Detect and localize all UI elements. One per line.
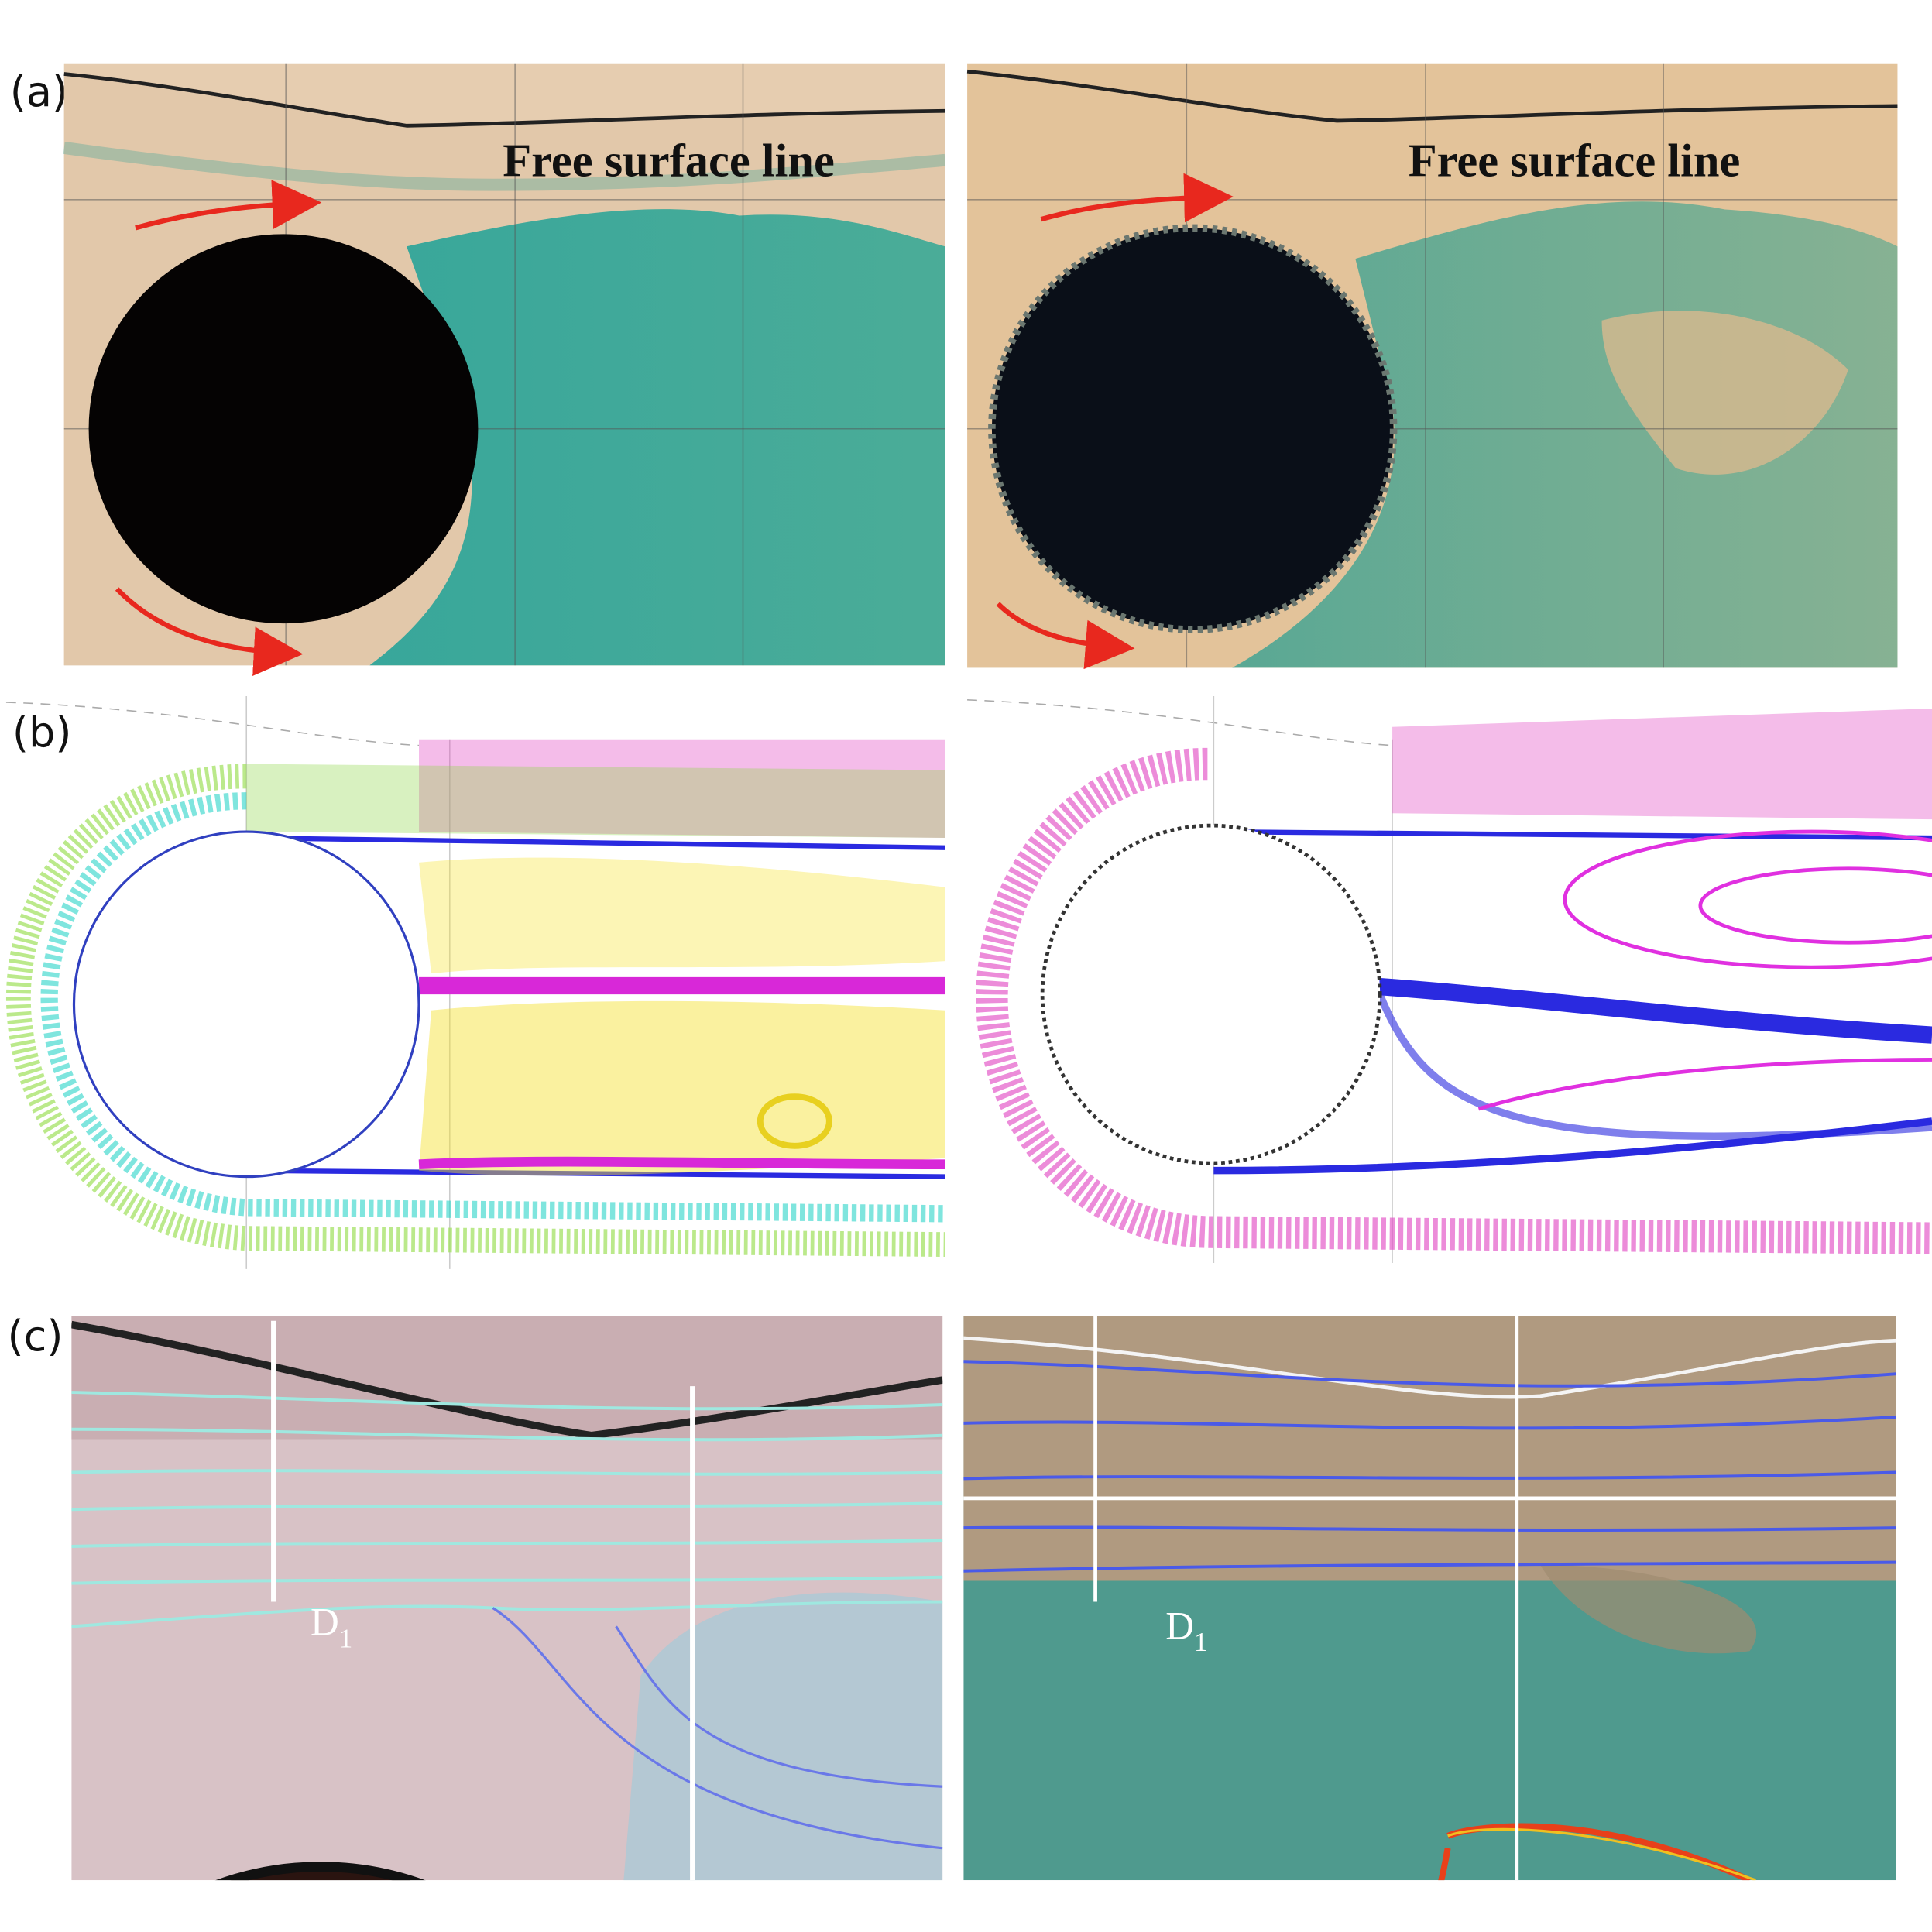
panel-c-left: D1 xyxy=(71,1316,943,1881)
panel-label: (a) xyxy=(10,67,68,116)
panel-label: (b) xyxy=(12,708,72,757)
annotation: Free surface line xyxy=(1409,136,1741,187)
panel-label: (c) xyxy=(8,1312,63,1361)
annotation: D1 xyxy=(311,1601,352,1654)
annotation: D1 xyxy=(1165,1604,1207,1657)
panel-b-right xyxy=(967,696,1932,1263)
panel-a-left: Free surface line xyxy=(63,63,946,676)
panel-a-right: Free surface line xyxy=(966,63,1898,670)
panel-b-left xyxy=(5,696,945,1269)
panel-c-right: D1 xyxy=(963,1316,1896,1881)
annotation: Free surface line xyxy=(503,136,835,187)
